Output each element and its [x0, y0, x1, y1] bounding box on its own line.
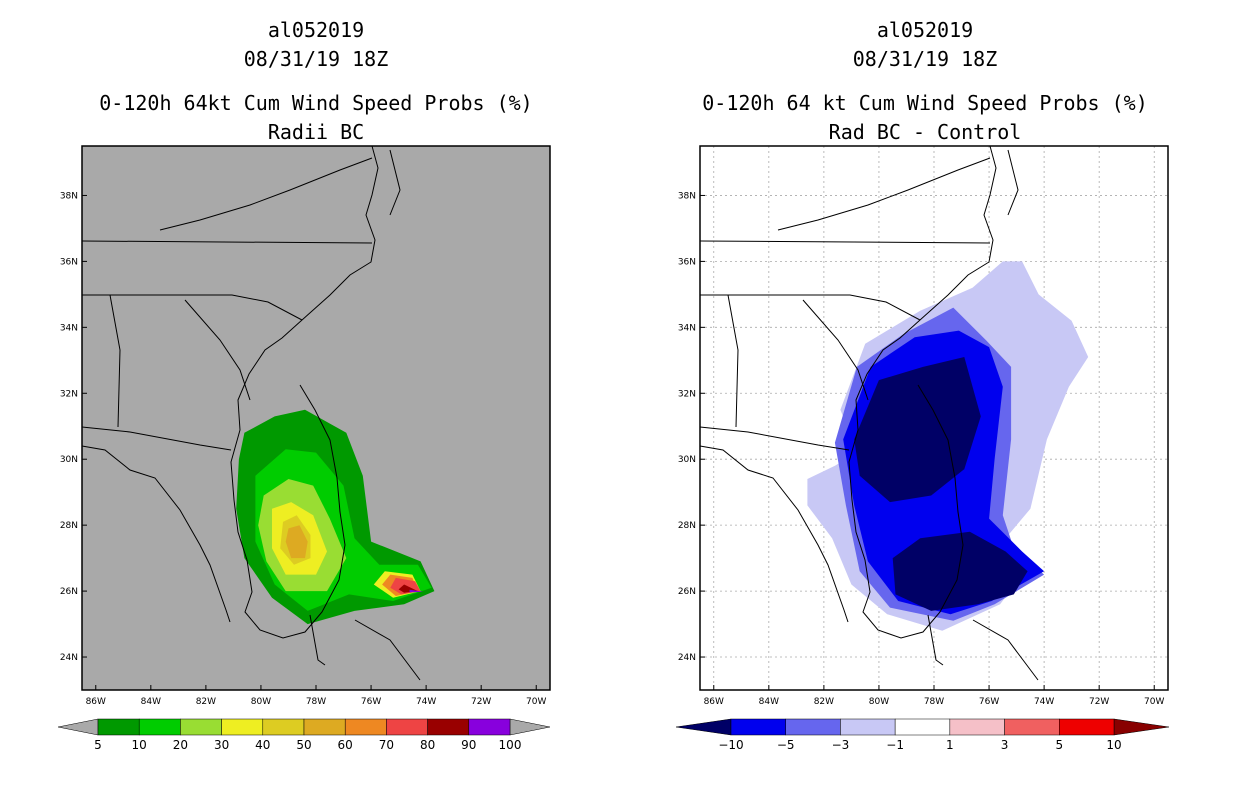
- y-tick-label: 32N: [678, 389, 696, 399]
- right-coastline: [699, 145, 1039, 681]
- colorbar-swatch: [840, 718, 896, 736]
- x-tick-label: 82W: [196, 697, 216, 707]
- colorbar-swatch: [894, 718, 951, 736]
- right-colorbar: −10 −5 −3 −1 1 3 5 10: [675, 718, 1170, 752]
- left-storm-id: al052019: [268, 18, 364, 42]
- colorbar-swatch: [427, 718, 470, 736]
- x-tick-label: 72W: [1089, 697, 1109, 707]
- left-coastline: [81, 145, 421, 681]
- colorbar-label: −10: [718, 738, 743, 752]
- right-panel: al052019 08/31/19 18Z 0-120h 64 kt Cum W…: [675, 18, 1170, 752]
- x-tick-label: 80W: [251, 697, 271, 707]
- colorbar-label: 90: [461, 738, 476, 752]
- contour-region-50: [285, 525, 308, 559]
- x-tick-label: 76W: [361, 697, 381, 707]
- left-contour-layer: [236, 409, 435, 625]
- colorbar-label: 1: [946, 738, 954, 752]
- y-tick-label: 32N: [60, 389, 78, 399]
- x-tick-label: 74W: [416, 697, 436, 707]
- x-tick-label: 70W: [1144, 697, 1164, 707]
- colorbar-label: −3: [832, 738, 850, 752]
- colorbar-label: 70: [379, 738, 394, 752]
- x-tick-label: 72W: [471, 697, 491, 707]
- colorbar-label: 100: [499, 738, 522, 752]
- colorbar-swatch: [344, 718, 387, 736]
- y-tick-label: 34N: [60, 323, 78, 333]
- colorbar-label: 10: [132, 738, 147, 752]
- colorbar-swatch: [138, 718, 181, 736]
- x-tick-label: 86W: [86, 697, 106, 707]
- colorbar-swatch: [1059, 718, 1115, 736]
- colorbar-swatch: [262, 718, 305, 736]
- y-tick-label: 38N: [60, 191, 78, 201]
- colorbar-under-triangle: [675, 718, 732, 736]
- colorbar-label: 50: [296, 738, 311, 752]
- left-colorbar: 5 10 20 30 40 50 60 70 80 90 100: [57, 718, 551, 752]
- right-datetime: 08/31/19 18Z: [853, 47, 998, 71]
- contour-region-90: [409, 589, 424, 593]
- x-tick-label: 70W: [526, 697, 546, 707]
- contour-region-minus-10: [892, 531, 1028, 611]
- colorbar-swatch: [97, 718, 140, 736]
- colorbar-label: −1: [886, 738, 904, 752]
- right-chart-subtitle: Rad BC - Control: [829, 120, 1022, 144]
- colorbar-label: −5: [777, 738, 795, 752]
- colorbar-label: 3: [1001, 738, 1009, 752]
- y-tick-label: 38N: [678, 191, 696, 201]
- colorbar-swatch: [1004, 718, 1060, 736]
- left-datetime: 08/31/19 18Z: [244, 47, 389, 71]
- y-tick-label: 30N: [678, 455, 696, 465]
- colorbar-over-triangle: [509, 718, 551, 736]
- colorbar-label: 5: [1055, 738, 1063, 752]
- colorbar-swatch: [949, 718, 1005, 736]
- x-tick-label: 76W: [979, 697, 999, 707]
- y-tick-label: 34N: [678, 323, 696, 333]
- colorbar-over-triangle: [1113, 718, 1170, 736]
- left-chart-subtitle: Radii BC: [268, 120, 364, 144]
- right-chart-title: 0-120h 64 kt Cum Wind Speed Probs (%): [702, 91, 1148, 115]
- x-tick-label: 86W: [704, 697, 724, 707]
- left-chart-title: 0-120h 64kt Cum Wind Speed Probs (%): [99, 91, 532, 115]
- y-tick-label: 24N: [678, 653, 696, 663]
- x-tick-label: 84W: [759, 697, 779, 707]
- colorbar-swatch: [386, 718, 428, 736]
- right-contour-layer: [807, 261, 1089, 631]
- y-tick-label: 36N: [60, 257, 78, 267]
- contour-region-minus-10: [854, 357, 981, 503]
- right-y-axis: 38N 36N 34N 32N 30N 28N 26N 24N: [678, 191, 705, 663]
- y-tick-label: 26N: [60, 587, 78, 597]
- y-tick-label: 26N: [678, 587, 696, 597]
- x-tick-label: 84W: [141, 697, 161, 707]
- right-storm-id: al052019: [877, 18, 973, 42]
- left-x-axis: 86W 84W 82W 80W 78W 76W 74W 72W 70W: [86, 685, 547, 707]
- colorbar-swatch: [180, 718, 222, 736]
- x-tick-label: 78W: [924, 697, 944, 707]
- colorbar-swatch: [730, 718, 786, 736]
- y-tick-label: 24N: [60, 653, 78, 663]
- y-tick-label: 30N: [60, 455, 78, 465]
- colorbar-swatch: [221, 718, 264, 736]
- colorbar-label: 40: [255, 738, 270, 752]
- left-y-axis: 38N 36N 34N 32N 30N 28N 26N 24N: [60, 191, 87, 663]
- colorbar-label: 10: [1106, 738, 1121, 752]
- x-tick-label: 82W: [814, 697, 834, 707]
- colorbar-under-triangle: [57, 718, 99, 736]
- left-panel: al052019 08/31/19 18Z 0-120h 64kt Cum Wi…: [57, 18, 551, 752]
- y-tick-label: 36N: [678, 257, 696, 267]
- right-x-axis: 86W 84W 82W 80W 78W 76W 74W 72W 70W: [704, 685, 1165, 707]
- y-tick-label: 28N: [60, 521, 78, 531]
- x-tick-label: 74W: [1034, 697, 1054, 707]
- x-tick-label: 80W: [869, 697, 889, 707]
- colorbar-label: 5: [94, 738, 102, 752]
- colorbar-label: 60: [338, 738, 353, 752]
- colorbar-swatch: [785, 718, 841, 736]
- colorbar-label: 20: [173, 738, 188, 752]
- colorbar-swatch: [303, 718, 346, 736]
- x-tick-label: 78W: [306, 697, 326, 707]
- colorbar-swatch: [468, 718, 511, 736]
- y-tick-label: 28N: [678, 521, 696, 531]
- colorbar-label: 30: [214, 738, 229, 752]
- colorbar-label: 80: [420, 738, 435, 752]
